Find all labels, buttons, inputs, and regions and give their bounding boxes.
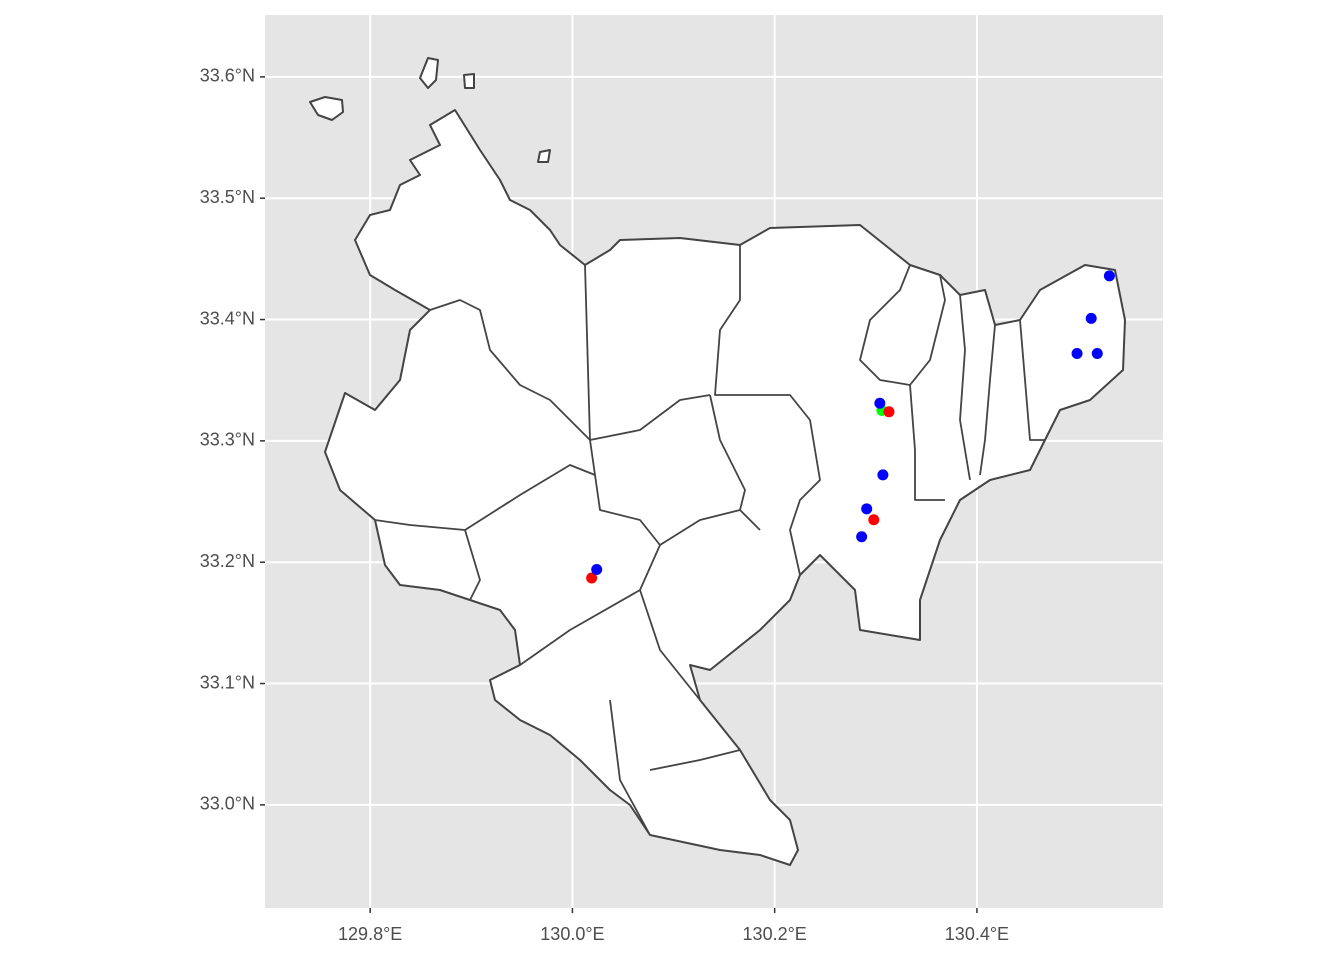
point — [861, 503, 873, 515]
y-tick-label: 33.0°N — [200, 794, 255, 814]
island — [309, 96, 344, 121]
y-tick-label: 33.6°N — [200, 66, 255, 86]
border — [714, 245, 821, 576]
point — [856, 531, 868, 543]
map — [309, 57, 1126, 866]
point — [868, 514, 880, 526]
x-tick-label: 130.0°E — [540, 924, 604, 944]
point — [1085, 312, 1097, 324]
region-outline — [324, 109, 1126, 866]
y-tick-label: 33.2°N — [200, 551, 255, 571]
y-tick-label: 33.3°N — [200, 430, 255, 450]
point — [586, 572, 598, 584]
border — [859, 264, 945, 501]
border — [979, 324, 996, 476]
island — [419, 57, 439, 89]
point — [591, 563, 603, 575]
x-tick-label: 130.4°E — [945, 924, 1009, 944]
border — [464, 529, 481, 601]
border — [709, 394, 746, 511]
border — [639, 589, 701, 701]
point — [874, 397, 886, 409]
border — [609, 699, 651, 836]
point — [877, 469, 889, 481]
y-tick-label: 33.4°N — [200, 308, 255, 328]
y-tick-label: 33.1°N — [200, 672, 255, 692]
y-tick-label: 33.5°N — [200, 187, 255, 207]
points — [586, 270, 1115, 584]
point — [1071, 348, 1083, 360]
border — [909, 274, 946, 386]
point — [1103, 270, 1115, 282]
x-tick-label: 129.8°E — [338, 924, 402, 944]
border — [649, 749, 741, 771]
island — [463, 73, 475, 89]
island — [537, 149, 551, 163]
border — [594, 474, 661, 546]
x-tick-label: 130.2°E — [743, 924, 807, 944]
point — [1091, 348, 1103, 360]
border — [584, 264, 711, 441]
border — [1019, 319, 1045, 441]
border — [959, 294, 971, 481]
point — [883, 406, 895, 418]
